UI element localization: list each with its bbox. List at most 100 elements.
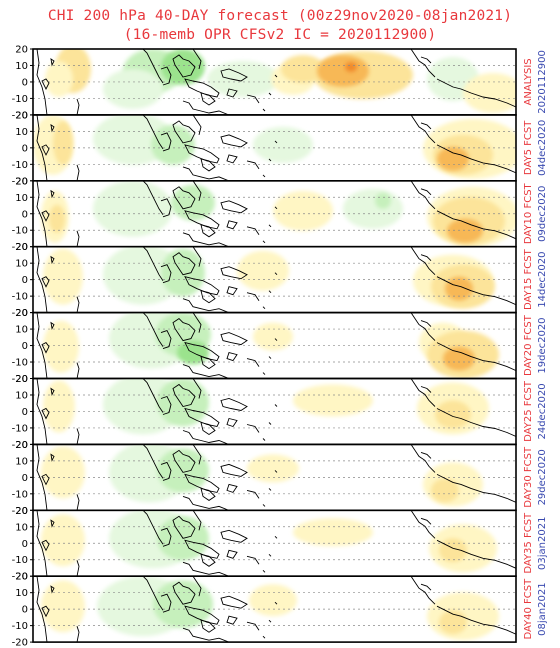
forecast-panel: 20 10 0 -10 -20 DAY10 FCST 09dec2020 bbox=[12, 176, 548, 253]
coastline bbox=[76, 626, 80, 643]
coastline bbox=[50, 123, 55, 133]
y-tick-label: 0 bbox=[22, 143, 28, 154]
coastline bbox=[246, 292, 260, 301]
y-tick-label: -10 bbox=[12, 94, 28, 105]
coastline bbox=[172, 252, 196, 276]
coastline bbox=[142, 510, 164, 545]
anomaly-region bbox=[437, 146, 469, 171]
y-tick-label: 10 bbox=[15, 522, 28, 533]
coastlines bbox=[36, 510, 516, 577]
coastline bbox=[410, 180, 436, 210]
coastline bbox=[50, 58, 55, 67]
coastline bbox=[192, 444, 202, 465]
y-tick-label: 0 bbox=[22, 473, 28, 484]
panel-label: DAY5 FCST bbox=[523, 120, 534, 175]
coastline bbox=[420, 517, 432, 525]
coastline bbox=[184, 210, 220, 230]
y-tick-label: -10 bbox=[12, 423, 28, 434]
coastline bbox=[76, 296, 80, 313]
coastline bbox=[436, 144, 516, 174]
panel-date: 14dec2020 bbox=[537, 252, 548, 308]
coastline bbox=[410, 444, 436, 473]
anomaly-region bbox=[439, 538, 467, 563]
coastline bbox=[76, 428, 80, 445]
coastline bbox=[268, 290, 272, 294]
anomaly-region bbox=[463, 73, 516, 113]
y-tick-label: 10 bbox=[15, 61, 28, 72]
coastline bbox=[262, 240, 266, 244]
anomaly-region bbox=[161, 248, 205, 297]
coastline bbox=[246, 555, 260, 565]
coastline bbox=[436, 539, 516, 569]
coastline bbox=[76, 362, 80, 379]
y-tick-label: -10 bbox=[12, 621, 28, 632]
forecast-panel: 20 10 0 -10 -20 DAY15 FCST 14dec2020 bbox=[12, 242, 548, 319]
coastlines bbox=[36, 444, 516, 511]
coastline bbox=[192, 576, 202, 597]
coastline bbox=[274, 206, 278, 210]
y-tick-label: -20 bbox=[12, 638, 28, 648]
coastline bbox=[172, 515, 196, 539]
coastline bbox=[220, 200, 248, 214]
coastline bbox=[160, 198, 172, 218]
coastline bbox=[76, 494, 80, 511]
coastline bbox=[410, 49, 436, 78]
coastline bbox=[220, 68, 248, 82]
y-tick-label: -20 bbox=[12, 374, 28, 385]
coastline bbox=[226, 615, 238, 625]
coastline bbox=[160, 264, 172, 284]
y-tick-label: 10 bbox=[15, 127, 28, 138]
y-tick-label: 10 bbox=[15, 456, 28, 467]
coastline bbox=[41, 473, 50, 486]
y-tick-label: -10 bbox=[12, 226, 28, 237]
coastline bbox=[268, 356, 272, 359]
coastline bbox=[36, 378, 48, 445]
panel-label: DAY20 FCST bbox=[523, 314, 534, 376]
chi-shading bbox=[41, 576, 499, 641]
panel-label: ANALYSIS bbox=[523, 58, 534, 105]
coastline bbox=[436, 473, 516, 503]
coastline bbox=[160, 132, 172, 152]
coastlines bbox=[36, 180, 516, 247]
forecast-panel: 20 10 0 -10 -20 DAY20 FCST 19dec2020 bbox=[12, 308, 548, 385]
y-tick-label: 20 bbox=[15, 176, 28, 187]
coastline bbox=[36, 180, 48, 247]
anomaly-region bbox=[103, 69, 163, 109]
coastline bbox=[246, 226, 260, 236]
coastline bbox=[184, 539, 220, 559]
anomaly-region bbox=[443, 346, 475, 371]
coastline bbox=[268, 422, 272, 425]
coastline bbox=[200, 355, 216, 370]
coastline bbox=[268, 224, 272, 228]
anomaly-region bbox=[317, 55, 369, 87]
coastline bbox=[172, 54, 196, 78]
anomaly-region bbox=[293, 518, 373, 547]
coastline bbox=[41, 605, 50, 618]
y-tick-label: 20 bbox=[15, 440, 28, 451]
forecast-panel: 20 10 0 -10 -20 DAY35 FCST 03jan2021 bbox=[12, 506, 548, 583]
anomaly-region bbox=[447, 218, 483, 243]
coastline bbox=[76, 98, 80, 115]
anomaly-region bbox=[49, 204, 65, 233]
coastline bbox=[200, 92, 216, 106]
coastline bbox=[160, 395, 172, 415]
anomaly-region bbox=[435, 400, 471, 429]
coastline bbox=[262, 569, 266, 573]
coastline bbox=[246, 424, 260, 433]
y-tick-label: 20 bbox=[15, 45, 28, 56]
coastline bbox=[226, 88, 238, 98]
anomaly-region bbox=[253, 322, 293, 351]
y-tick-label: 10 bbox=[15, 325, 28, 336]
y-tick-label: 10 bbox=[15, 259, 28, 270]
anomaly-region bbox=[53, 120, 73, 165]
anomaly-region bbox=[249, 584, 297, 617]
coastline bbox=[436, 276, 516, 306]
y-tick-label: -10 bbox=[12, 160, 28, 171]
y-tick-label: 0 bbox=[22, 209, 28, 220]
coastline bbox=[220, 134, 248, 148]
coastline bbox=[76, 560, 80, 577]
coastline bbox=[50, 453, 55, 462]
coastline bbox=[226, 483, 238, 493]
coastline bbox=[182, 430, 230, 445]
